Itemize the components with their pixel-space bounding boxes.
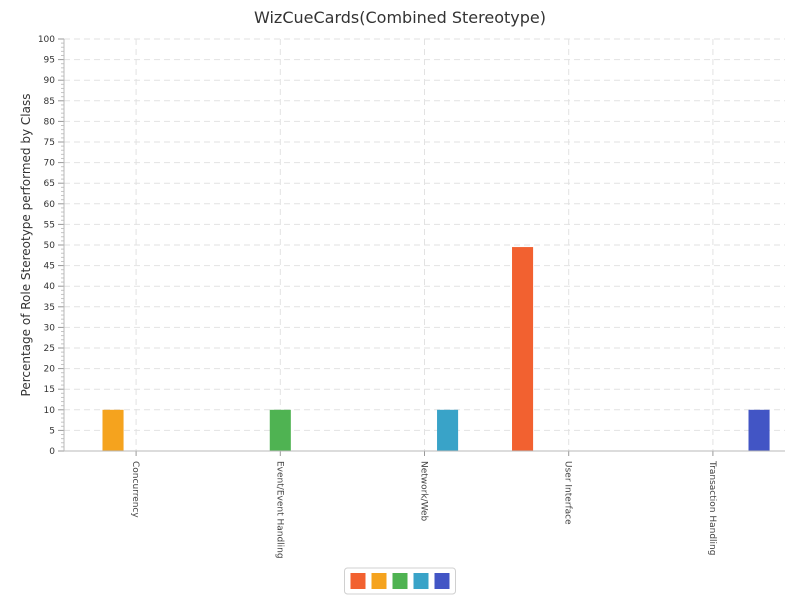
x-tick-label: Transaction Handling xyxy=(707,460,717,555)
y-tick-label: 55 xyxy=(44,220,55,230)
y-tick-label: 70 xyxy=(44,159,56,169)
bar xyxy=(437,409,459,451)
axes: 0 5 10 15 20 25 30 35 40 45 50 55 60 65 70 75 80 85 90 95 10… xyxy=(38,35,785,559)
y-tick-label: 15 xyxy=(44,385,55,395)
y-tick-label: 10 xyxy=(44,406,56,416)
bars xyxy=(102,247,770,451)
y-tick-label: 5 xyxy=(49,426,55,436)
grid-lines xyxy=(64,38,785,451)
legend-swatch xyxy=(392,573,408,589)
bar xyxy=(269,409,291,451)
x-tick-label: Network/Web xyxy=(419,461,429,522)
y-tick-label: 30 xyxy=(44,323,56,333)
y-tick-label: 75 xyxy=(44,138,55,148)
y-tick-label: 40 xyxy=(44,282,56,292)
x-tick-label: Concurrency xyxy=(130,461,140,518)
y-tick-label: 85 xyxy=(44,97,55,107)
y-tick-label: 90 xyxy=(44,76,56,86)
y-tick-label: 20 xyxy=(44,365,56,375)
legend-swatch xyxy=(371,573,387,589)
chart-title: WizCueCards(Combined Stereotype) xyxy=(254,8,546,27)
y-tick-label: 80 xyxy=(44,117,56,127)
legend-swatch xyxy=(413,573,429,589)
bar xyxy=(748,409,770,451)
x-tick-label: Event/Event Handling xyxy=(274,461,284,559)
legend-swatch xyxy=(350,573,366,589)
y-axis-title: Percentage of Role Stereotype performed … xyxy=(19,94,33,397)
bar xyxy=(102,409,124,451)
y-tick-label: 100 xyxy=(38,35,55,45)
y-tick-label: 35 xyxy=(44,303,55,313)
y-tick-label: 60 xyxy=(44,200,56,210)
y-tick-label: 0 xyxy=(49,447,55,457)
y-tick-label: 95 xyxy=(44,56,55,66)
bar xyxy=(512,247,534,451)
x-tick-label: User Interface xyxy=(563,461,573,525)
y-tick-label: 45 xyxy=(44,262,55,272)
y-tick-label: 65 xyxy=(44,179,55,189)
legend-swatch xyxy=(434,573,450,589)
y-tick-label: 25 xyxy=(44,344,55,354)
legend xyxy=(344,567,456,595)
y-tick-label: 50 xyxy=(44,241,56,251)
